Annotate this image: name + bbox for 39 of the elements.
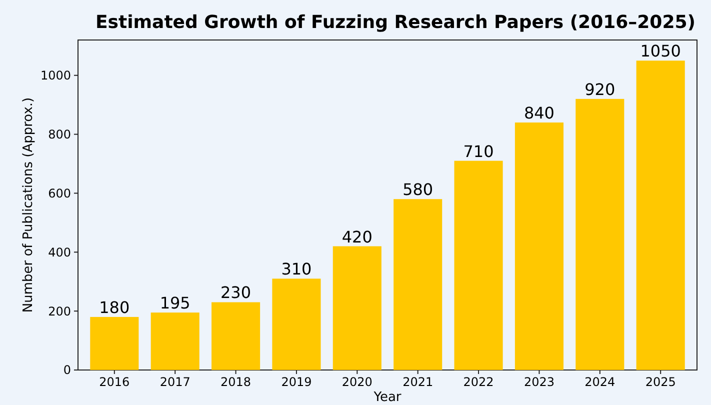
x-tick-label: 2017 bbox=[160, 375, 190, 389]
data-label: 180 bbox=[99, 298, 130, 317]
data-label: 710 bbox=[463, 142, 494, 161]
x-tick-label: 2025 bbox=[645, 375, 676, 389]
x-tick-label: 2022 bbox=[463, 375, 494, 389]
bar bbox=[272, 278, 321, 370]
x-tick-label: 2024 bbox=[584, 375, 616, 389]
data-label: 230 bbox=[220, 283, 252, 302]
data-label: 920 bbox=[584, 80, 616, 99]
bar bbox=[454, 160, 503, 370]
y-tick-label: 1000 bbox=[40, 68, 71, 83]
bar bbox=[636, 60, 685, 370]
data-label: 195 bbox=[160, 294, 190, 313]
x-tick-label: 2021 bbox=[402, 375, 434, 389]
bar bbox=[212, 302, 260, 370]
bar bbox=[514, 122, 564, 370]
x-tick-label: 2018 bbox=[220, 375, 252, 389]
bar bbox=[576, 98, 624, 370]
chart-title: Estimated Growth of Fuzzing Research Papers (2016–2025) bbox=[96, 12, 696, 33]
y-tick-label: 200 bbox=[48, 304, 71, 318]
bar bbox=[90, 316, 139, 370]
y-axis-title: Number of Publications (Approx.) bbox=[21, 97, 36, 313]
y-tick-label: 600 bbox=[48, 186, 71, 200]
data-label: 840 bbox=[524, 104, 554, 122]
y-tick-label: 800 bbox=[48, 127, 71, 142]
y-tick-label: 400 bbox=[48, 245, 71, 260]
x-tick-label: 2020 bbox=[342, 375, 372, 389]
y-tick-label: 0 bbox=[63, 363, 71, 378]
bar bbox=[332, 246, 382, 370]
x-tick-label: 2016 bbox=[99, 375, 130, 389]
data-label: 580 bbox=[402, 180, 434, 200]
x-axis-title: Year bbox=[372, 390, 402, 405]
data-label: 420 bbox=[342, 227, 372, 246]
bar bbox=[150, 312, 200, 370]
x-tick-label: 2019 bbox=[281, 375, 312, 389]
data-label: 1050 bbox=[640, 42, 681, 61]
data-label: 310 bbox=[281, 260, 312, 279]
bar bbox=[394, 199, 442, 370]
x-tick-label: 2023 bbox=[524, 375, 554, 389]
